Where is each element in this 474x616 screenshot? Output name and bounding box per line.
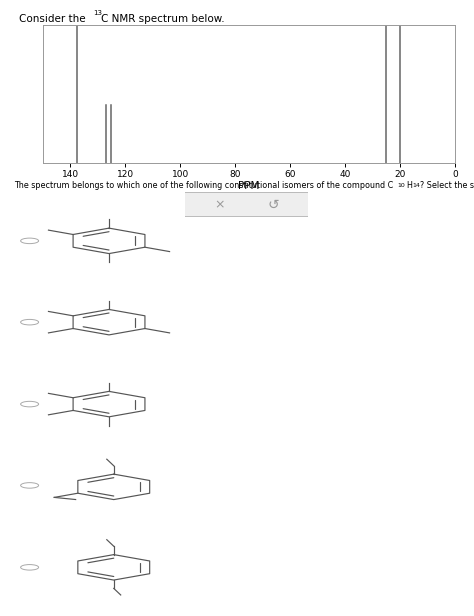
Text: ↺: ↺	[268, 198, 279, 211]
Text: ? Select the single best answer.: ? Select the single best answer.	[420, 181, 474, 190]
Text: The spectrum belongs to which one of the following constitutional isomers of the: The spectrum belongs to which one of the…	[14, 181, 393, 190]
Text: C NMR spectrum below.: C NMR spectrum below.	[101, 14, 225, 23]
Text: H: H	[406, 181, 412, 190]
Text: 10: 10	[398, 183, 405, 188]
Text: 13: 13	[93, 10, 102, 17]
X-axis label: PPM: PPM	[238, 180, 260, 190]
FancyBboxPatch shape	[181, 192, 312, 217]
Text: 14: 14	[412, 183, 420, 188]
Text: ×: ×	[214, 198, 225, 211]
Text: Consider the: Consider the	[19, 14, 89, 23]
